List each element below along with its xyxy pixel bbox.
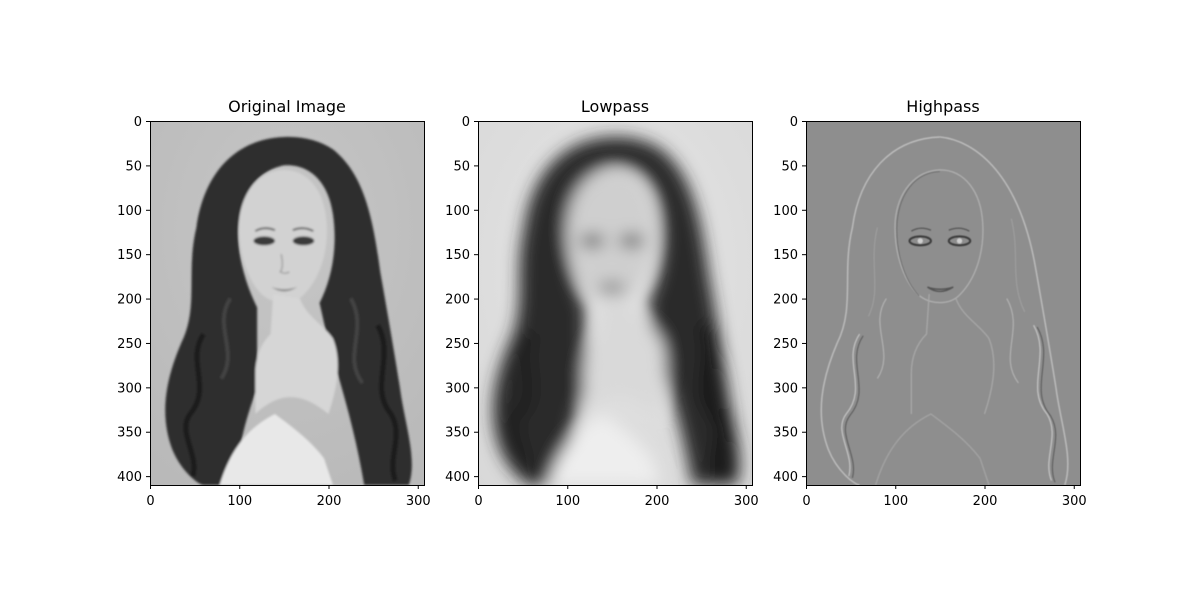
x-tick-label: 300 xyxy=(406,494,431,509)
y-tick-label: 350 xyxy=(445,426,470,441)
panel-lowpass: Lowpass 0 100 200 300 0 50 100 150 200 250 300 350 4… xyxy=(445,97,758,509)
y-tick-label: 350 xyxy=(117,426,142,441)
y-tick-label: 0 xyxy=(790,115,798,130)
y-tick-label: 250 xyxy=(773,337,798,352)
y-tick-label: 100 xyxy=(445,204,470,219)
y-tick-label: 100 xyxy=(773,204,798,219)
y-tick-label: 200 xyxy=(773,293,798,308)
panel-title: Highpass xyxy=(906,97,979,116)
y-tick-label: 150 xyxy=(445,248,470,263)
y-tick-label: 400 xyxy=(773,470,798,485)
y-tick-label: 0 xyxy=(462,115,470,130)
panel-title: Lowpass xyxy=(581,97,649,116)
y-tick-label: 300 xyxy=(117,381,142,396)
y-tick-label: 250 xyxy=(117,337,142,352)
x-tick-label: 300 xyxy=(734,494,759,509)
y-tick-label: 200 xyxy=(445,293,470,308)
x-tick-label: 100 xyxy=(555,494,580,509)
image-lowpass xyxy=(478,121,752,485)
x-tick-label: 200 xyxy=(973,494,998,509)
axis-ticks: 0 100 200 300 0 50 100 150 200 250 300 350 400 xyxy=(117,115,430,509)
y-tick-label: 400 xyxy=(445,470,470,485)
x-tick-label: 0 xyxy=(802,494,810,509)
y-tick-label: 50 xyxy=(453,159,470,174)
y-tick-label: 300 xyxy=(445,381,470,396)
x-tick-label: 0 xyxy=(474,494,482,509)
y-tick-label: 50 xyxy=(125,159,142,174)
axes-frame xyxy=(478,121,753,486)
x-tick-label: 200 xyxy=(317,494,342,509)
x-tick-label: 100 xyxy=(227,494,252,509)
panel-highpass: Highpass xyxy=(773,97,1086,509)
y-tick-label: 150 xyxy=(117,248,142,263)
axes-frame xyxy=(150,121,425,486)
y-tick-label: 400 xyxy=(117,470,142,485)
y-tick-label: 0 xyxy=(134,115,142,130)
y-tick-label: 350 xyxy=(773,426,798,441)
y-tick-label: 200 xyxy=(117,293,142,308)
y-tick-label: 150 xyxy=(773,248,798,263)
panel-original: Original Image xyxy=(117,97,430,509)
y-tick-label: 250 xyxy=(445,337,470,352)
axis-ticks: 0 100 200 300 0 50 100 150 200 250 300 350 400 xyxy=(445,115,758,509)
y-tick-label: 100 xyxy=(117,204,142,219)
y-tick-label: 300 xyxy=(773,381,798,396)
x-tick-label: 300 xyxy=(1062,494,1087,509)
x-tick-label: 200 xyxy=(645,494,670,509)
panel-title: Original Image xyxy=(228,97,346,116)
x-tick-label: 0 xyxy=(146,494,154,509)
axis-ticks: 0 100 200 300 0 50 100 150 200 250 300 350 400 xyxy=(773,115,1086,509)
image-highpass xyxy=(806,121,1080,485)
x-tick-label: 100 xyxy=(883,494,908,509)
axes-frame xyxy=(806,121,1081,486)
y-tick-label: 50 xyxy=(781,159,798,174)
image-original xyxy=(150,121,424,485)
